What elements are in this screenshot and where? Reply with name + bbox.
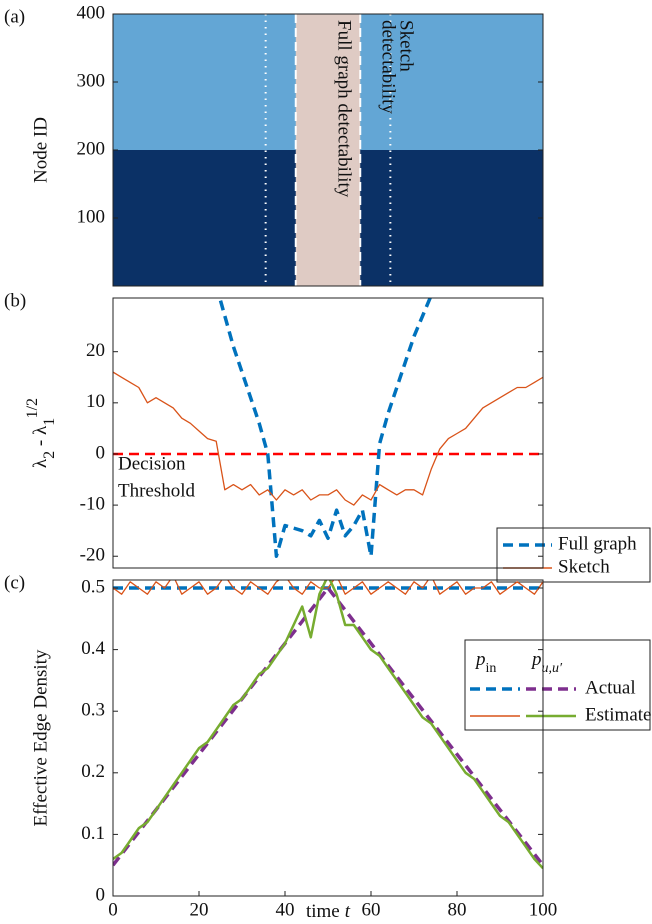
x-tick-label: 80 [448,899,467,920]
x-tick-label: 60 [362,899,381,920]
x-tick-label: 40 [276,899,295,920]
legend-label: Sketch [558,556,610,577]
y-tick-label: 0.5 [81,576,105,597]
x-axis-label: time t [306,901,351,922]
y-axis-label-part: λ [30,458,51,468]
legend-header-base: p [530,649,542,670]
legend-header-sub: in [486,661,497,676]
y-axis-label-part: 2 [41,451,58,459]
series-line [113,580,543,595]
threshold-label: Threshold [118,480,196,501]
y-axis-label: Effective Edge Density [30,649,51,826]
y-tick-label: 0 [96,884,106,905]
y-tick-label: 10 [86,391,105,412]
series-line [113,371,543,506]
y-axis-label: Node ID [30,117,51,183]
y-tick-label: -10 [80,493,105,514]
x-tick-label: 0 [108,899,118,920]
panel-label: (a) [4,6,25,27]
y-tick-label: 100 [77,206,106,227]
plot-area [113,14,543,286]
legend-header: pin [474,649,496,675]
plot-area [113,580,543,870]
series-line [113,580,543,870]
y-tick-label: 0 [96,442,106,463]
y-tick-label: 400 [77,2,106,23]
x-tick-label: 20 [190,899,209,920]
y-axis-label-part: - λ [30,425,51,451]
y-tick-label: 0.1 [81,823,105,844]
legend-header-sub: u,u′ [542,661,564,676]
y-tick-label: 0.3 [81,700,105,721]
panel-label: (c) [4,572,25,593]
axes-frame [112,579,544,897]
y-axis-label-part: 1/2 [24,398,41,418]
y-tick-label: 0.4 [81,638,105,659]
x-axis-label-part: t [345,901,351,922]
y-tick-label: 200 [77,138,106,159]
annotation: detectability [378,20,399,114]
axes-frame [112,297,544,569]
annotation: Full graph detectability [334,20,355,198]
series-line [217,298,433,558]
panel-label: (b) [4,290,26,311]
x-tick-label: 100 [529,899,558,920]
y-tick-label: -20 [80,545,105,566]
x-axis-label-part: time [306,901,340,922]
y-axis-label: λ2 - λ11/2 [24,398,58,468]
plot-area [113,298,543,558]
legend-label: Actual [585,677,636,698]
threshold-label: Decision [118,453,186,474]
series-line [113,586,543,867]
detectability-band [295,14,361,286]
annotation: Sketch [396,20,417,72]
legend-label: Estimate [585,704,651,725]
legend-header: pu,u′ [530,649,563,675]
y-tick-label: 0.2 [81,761,105,782]
legend-label: Full graph [558,533,637,554]
y-tick-label: 20 [86,340,105,361]
legend-box [496,527,651,583]
y-tick-label: 300 [77,70,106,91]
y-axis-label-part: 1 [41,418,58,426]
legend-header-base: p [474,649,486,670]
